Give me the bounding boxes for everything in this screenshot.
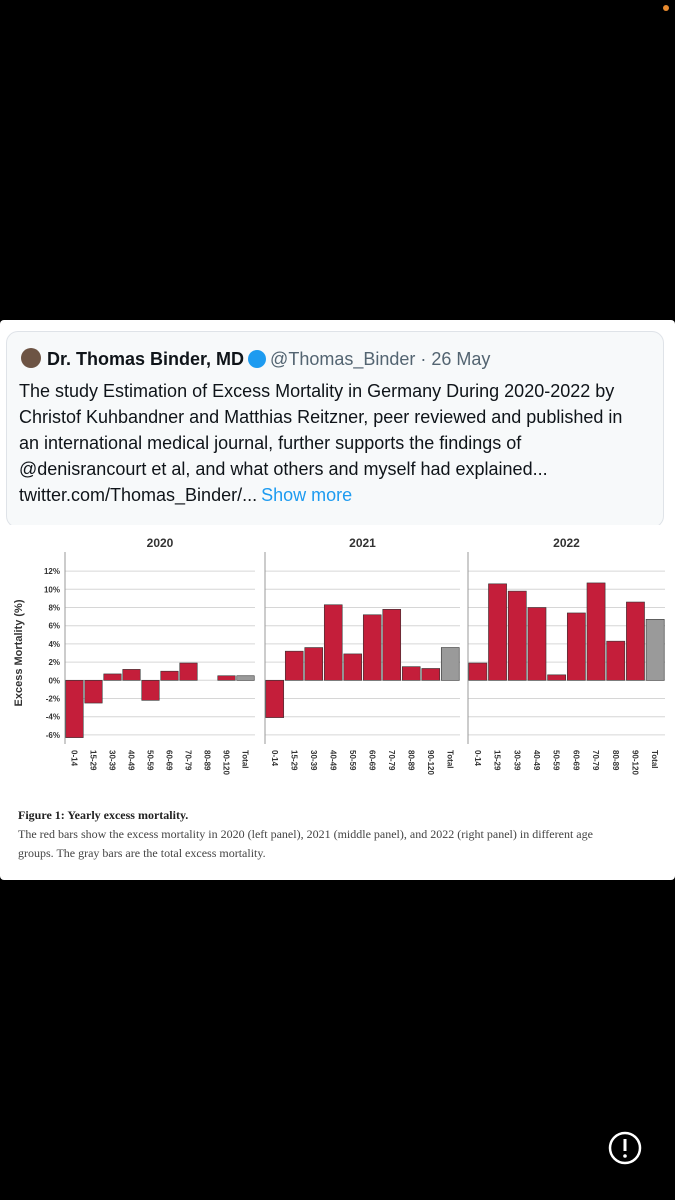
x-tick-label: 70-79 xyxy=(591,750,600,771)
bar xyxy=(440,647,460,681)
x-tick-label: 30-39 xyxy=(512,750,521,771)
panel-title: 2021 xyxy=(349,536,376,550)
bar xyxy=(265,679,285,718)
chart: 2020 Excess Mortality (%) -6% -4% -2% 0% 2% 4% 6… xyxy=(0,525,675,800)
y-tick-label: 0% xyxy=(48,676,60,685)
x-tick-label: 90-120 xyxy=(426,750,435,775)
status-dot xyxy=(663,5,669,11)
bar xyxy=(488,583,507,681)
y-tick-label: -4% xyxy=(46,713,60,722)
x-tick-label: 30-39 xyxy=(309,750,318,771)
bar xyxy=(217,675,236,681)
x-tick-label: 80-89 xyxy=(203,750,212,771)
panel-title: 2020 xyxy=(147,536,174,550)
bar xyxy=(527,607,547,681)
bar xyxy=(586,582,606,681)
bar xyxy=(507,590,527,681)
x-tick-label: 40-49 xyxy=(532,750,541,771)
y-axis-label: Excess Mortality (%) xyxy=(13,599,25,706)
x-tick-label: 15-29 xyxy=(493,750,502,771)
x-tick-label: 50-59 xyxy=(146,750,155,771)
x-tick-label: Total xyxy=(241,750,250,769)
bar xyxy=(645,619,665,681)
x-tick-label: 90-120 xyxy=(222,750,231,775)
bar xyxy=(401,666,421,681)
y-tick-label: 12% xyxy=(44,567,60,576)
y-tick-label: 2% xyxy=(48,658,60,667)
bar xyxy=(122,669,141,681)
x-tick-label: Total xyxy=(445,750,454,769)
bar xyxy=(65,679,84,738)
post-card: Dr. Thomas Binder, MD @Thomas_Binder · 26… xyxy=(0,320,675,880)
tweet-body: The study Estimation of Excess Mortality… xyxy=(19,378,639,508)
bar xyxy=(103,673,122,681)
bar xyxy=(382,609,402,681)
x-tick-label: 60-69 xyxy=(571,750,580,771)
author[interactable]: Dr. Thomas Binder, MD xyxy=(47,349,245,369)
verified-badge xyxy=(248,350,267,368)
x-tick-label: 70-79 xyxy=(387,750,396,771)
x-tick-label: 80-89 xyxy=(611,750,620,771)
bar xyxy=(566,612,586,681)
x-tick-label: 50-59 xyxy=(552,750,561,771)
bar xyxy=(84,679,103,704)
avatar[interactable] xyxy=(21,348,41,368)
x-tick-label: 50-59 xyxy=(348,750,357,771)
bar xyxy=(468,662,488,681)
x-tick-label: 70-79 xyxy=(184,750,193,771)
y-tick-label: -2% xyxy=(46,695,60,704)
x-tick-label: 0-14 xyxy=(473,750,482,767)
bar xyxy=(323,604,343,681)
y-tick-label: 8% xyxy=(48,604,60,613)
bar xyxy=(284,650,304,681)
panel-title: 2022 xyxy=(553,536,580,550)
bar xyxy=(547,674,567,681)
y-tick-label: 4% xyxy=(48,640,60,649)
x-tick-label: 0-14 xyxy=(70,750,79,767)
bar xyxy=(626,601,645,681)
bar xyxy=(160,670,179,681)
bar xyxy=(236,675,255,681)
caption-text: The red bars show the excess mortality i… xyxy=(18,827,593,860)
bar xyxy=(304,647,324,681)
x-tick-label: 80-89 xyxy=(406,750,415,771)
show-more[interactable]: Show more xyxy=(261,485,353,505)
figure-caption: Figure 1: Yearly excess mortality. The r… xyxy=(18,806,628,863)
x-tick-label: 60-69 xyxy=(165,750,174,771)
y-tick-label: 6% xyxy=(48,622,60,631)
x-tick-label: Total xyxy=(650,750,659,769)
handle: @Thomas_Binder · 26 May xyxy=(270,349,491,369)
caption-title: Figure 1: Yearly excess mortality. xyxy=(18,808,189,822)
x-tick-label: 40-49 xyxy=(127,750,136,771)
tweet-header: Dr. Thomas Binder, MD @Thomas_Binder · 26… xyxy=(21,348,490,370)
y-tick-label: 10% xyxy=(44,585,60,594)
y-tick-label: -6% xyxy=(46,731,60,740)
x-tick-label: 15-29 xyxy=(289,750,298,771)
bar xyxy=(179,662,198,681)
bar xyxy=(141,679,160,701)
bar xyxy=(421,668,441,681)
quoted-tweet[interactable]: Dr. Thomas Binder, MD @Thomas_Binder · 26… xyxy=(6,331,664,528)
x-tick-label: 40-49 xyxy=(328,750,337,771)
x-tick-label: 90-120 xyxy=(630,750,639,775)
x-tick-label: 0-14 xyxy=(270,750,279,767)
bar xyxy=(362,614,382,681)
x-tick-label: 60-69 xyxy=(367,750,376,771)
x-tick-label: 30-39 xyxy=(108,750,117,771)
bar xyxy=(606,640,626,681)
info-button[interactable] xyxy=(608,1131,642,1165)
x-tick-label: 15-29 xyxy=(89,750,98,771)
tweet-text: The study Estimation of Excess Mortality… xyxy=(19,381,623,505)
bar xyxy=(343,653,363,681)
